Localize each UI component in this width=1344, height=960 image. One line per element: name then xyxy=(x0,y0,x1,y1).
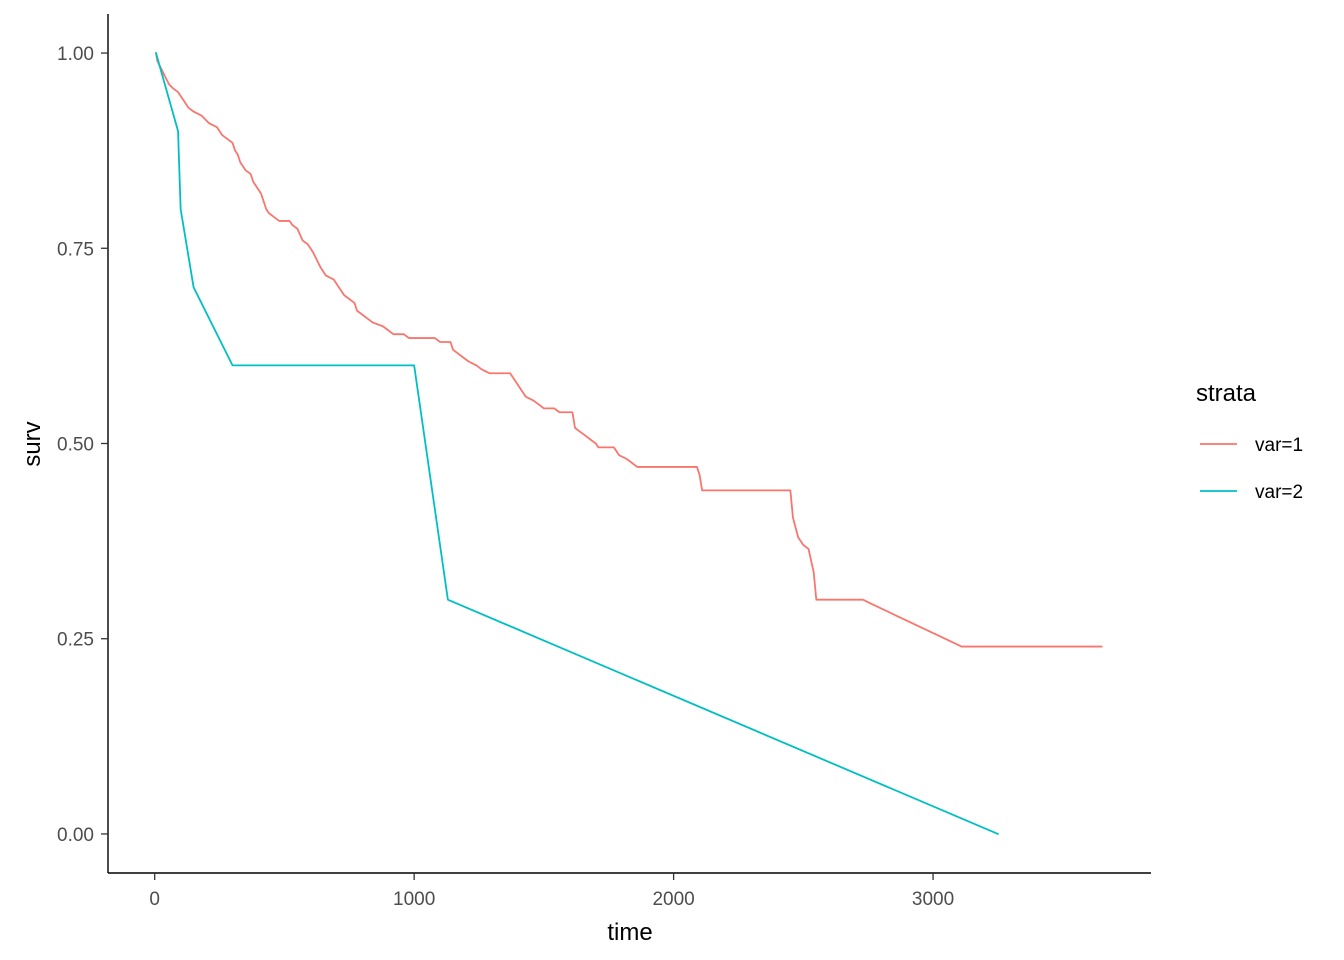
series-line-var-1 xyxy=(155,52,1103,648)
y-tick-label: 0.50 xyxy=(57,435,94,456)
y-tick-label: 1.00 xyxy=(57,44,94,65)
plot-lines xyxy=(155,52,1103,835)
y-tick-label: 0.00 xyxy=(57,825,94,846)
legend-key-label: var=1 xyxy=(1255,435,1303,456)
legend-title: strata xyxy=(1196,380,1257,407)
axes: 0 1000 2000 3000 0.00 0.25 0.50 0.75 1.00 xyxy=(57,14,1151,910)
x-tick-label: 3000 xyxy=(912,889,954,910)
y-axis-label: surv xyxy=(19,421,46,466)
y-tick-label: 0.25 xyxy=(57,630,94,651)
series-line-var-2 xyxy=(155,52,999,835)
x-tick-label: 2000 xyxy=(652,889,694,910)
y-tick-label: 0.75 xyxy=(57,239,94,260)
x-axis-label: time xyxy=(607,919,652,946)
x-ticks: 0 1000 2000 3000 xyxy=(149,873,954,910)
legend: strata var=1 var=2 xyxy=(1196,380,1303,503)
y-ticks: 0.00 0.25 0.50 0.75 1.00 xyxy=(57,44,108,846)
legend-keys: var=1 var=2 xyxy=(1200,435,1303,503)
legend-key-label: var=2 xyxy=(1255,482,1303,503)
x-tick-label: 1000 xyxy=(393,889,435,910)
x-tick-label: 0 xyxy=(149,889,160,910)
